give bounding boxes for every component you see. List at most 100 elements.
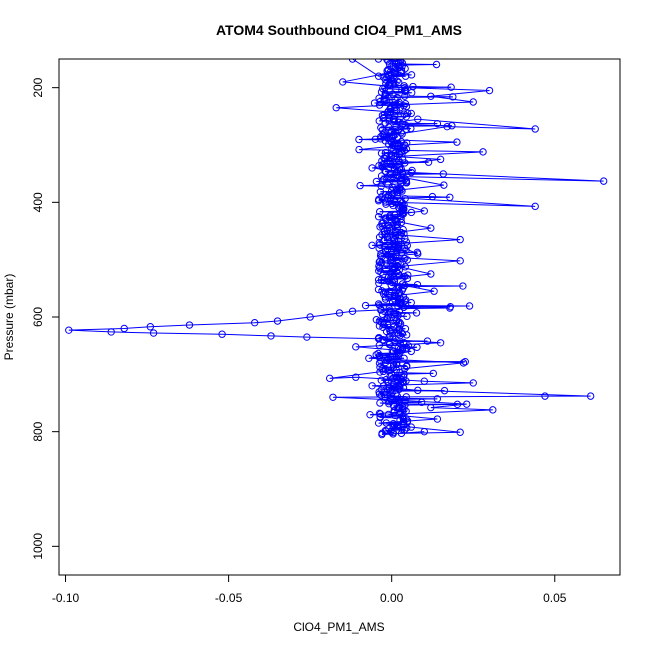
band-segment: [381, 394, 398, 397]
data-point: [443, 122, 451, 131]
data-point: [469, 98, 477, 106]
band-segment: [384, 99, 387, 102]
band-segment: [402, 123, 406, 126]
band-segment: [404, 85, 414, 88]
x-tick-label: 0.00: [380, 591, 404, 605]
data-point: [436, 339, 445, 347]
data-point: [453, 138, 461, 146]
data-point: [401, 281, 409, 290]
data-point: [378, 430, 386, 439]
data-point: [407, 168, 415, 177]
data-point: [401, 83, 409, 92]
band-point: [381, 167, 389, 175]
data-point: [361, 301, 370, 310]
data-point: [401, 364, 409, 373]
data-point: [387, 187, 396, 195]
data-point: [374, 212, 383, 221]
data-point: [391, 101, 399, 109]
data-point: [368, 241, 376, 250]
data-point: [394, 396, 402, 404]
band-segment: [384, 86, 452, 89]
data-point: [371, 135, 380, 143]
band-segment: [397, 96, 453, 99]
data-point: [267, 332, 275, 340]
band-segment: [388, 276, 391, 279]
band-segment: [389, 329, 399, 332]
data-point: [378, 253, 386, 261]
y-axis: 200 400 600 800 1000: [31, 77, 60, 560]
y-axis-label: Pressure (mbar): [2, 274, 16, 361]
data-point: [401, 244, 409, 252]
band-point: [374, 59, 383, 63]
data-point: [397, 429, 406, 438]
data-point: [397, 218, 406, 227]
data-point: [381, 230, 389, 238]
data-point: [407, 347, 415, 356]
data-point: [531, 202, 539, 211]
data-point: [368, 164, 376, 172]
data-point: [394, 172, 402, 181]
x-axis: -0.10 -0.05 0.00 0.05: [52, 574, 567, 605]
data-point: [326, 374, 334, 383]
x-tick-label: 0.05: [543, 591, 567, 605]
data-point: [387, 161, 396, 169]
band-segment: [379, 120, 395, 123]
band-point: [380, 175, 388, 184]
data-point: [348, 59, 357, 63]
band-segment: [397, 145, 401, 148]
band-segment: [384, 231, 396, 233]
band-segment: [388, 84, 391, 86]
data-point: [120, 324, 128, 333]
band-segment: [382, 88, 396, 90]
data-point: [446, 302, 455, 311]
data-point: [374, 419, 383, 427]
data-point: [414, 250, 422, 258]
data-point: [440, 181, 448, 189]
band-segment: [379, 402, 389, 405]
band-segment: [379, 319, 397, 322]
series-line: [68, 59, 604, 436]
band-segment: [393, 405, 395, 407]
data-point: [541, 392, 549, 400]
data-point: [391, 198, 399, 207]
data-point: [107, 328, 115, 336]
band-segment: [385, 93, 393, 96]
data-point: [335, 309, 344, 317]
band-segment: [379, 362, 397, 365]
band-segment: [379, 320, 382, 323]
data-point: [427, 403, 435, 412]
x-tick-label: -0.10: [52, 591, 80, 605]
data-point: [489, 406, 497, 414]
x-axis-label: ClO4_PM1_AMS: [293, 620, 384, 634]
data-point: [384, 410, 393, 419]
band-segment: [376, 180, 407, 183]
data-point: [394, 262, 402, 271]
data-point: [436, 155, 445, 164]
data-point: [459, 359, 468, 367]
data-point: [397, 66, 406, 75]
data-point: [348, 307, 357, 315]
band-segment: [406, 127, 411, 130]
band-segment: [392, 64, 437, 66]
data-point: [306, 313, 314, 321]
y-tick-label: 400: [31, 192, 45, 212]
data-point: [273, 317, 282, 325]
data-point: [407, 423, 415, 431]
data-point: [427, 224, 435, 232]
data-point: [394, 118, 402, 126]
data-point: [146, 323, 155, 331]
data-point: [303, 333, 311, 341]
band-segment: [382, 339, 385, 341]
series-0: [65, 59, 608, 439]
y-tick-label: 1000: [31, 533, 45, 560]
band-segment: [385, 430, 387, 432]
x-tick-label: -0.05: [215, 591, 243, 605]
band-point: [398, 329, 407, 338]
data-point: [365, 354, 373, 362]
data-point: [407, 109, 415, 118]
band-segment: [395, 88, 406, 91]
band-point: [380, 391, 389, 399]
data-point: [531, 125, 539, 133]
data-point: [427, 270, 435, 278]
